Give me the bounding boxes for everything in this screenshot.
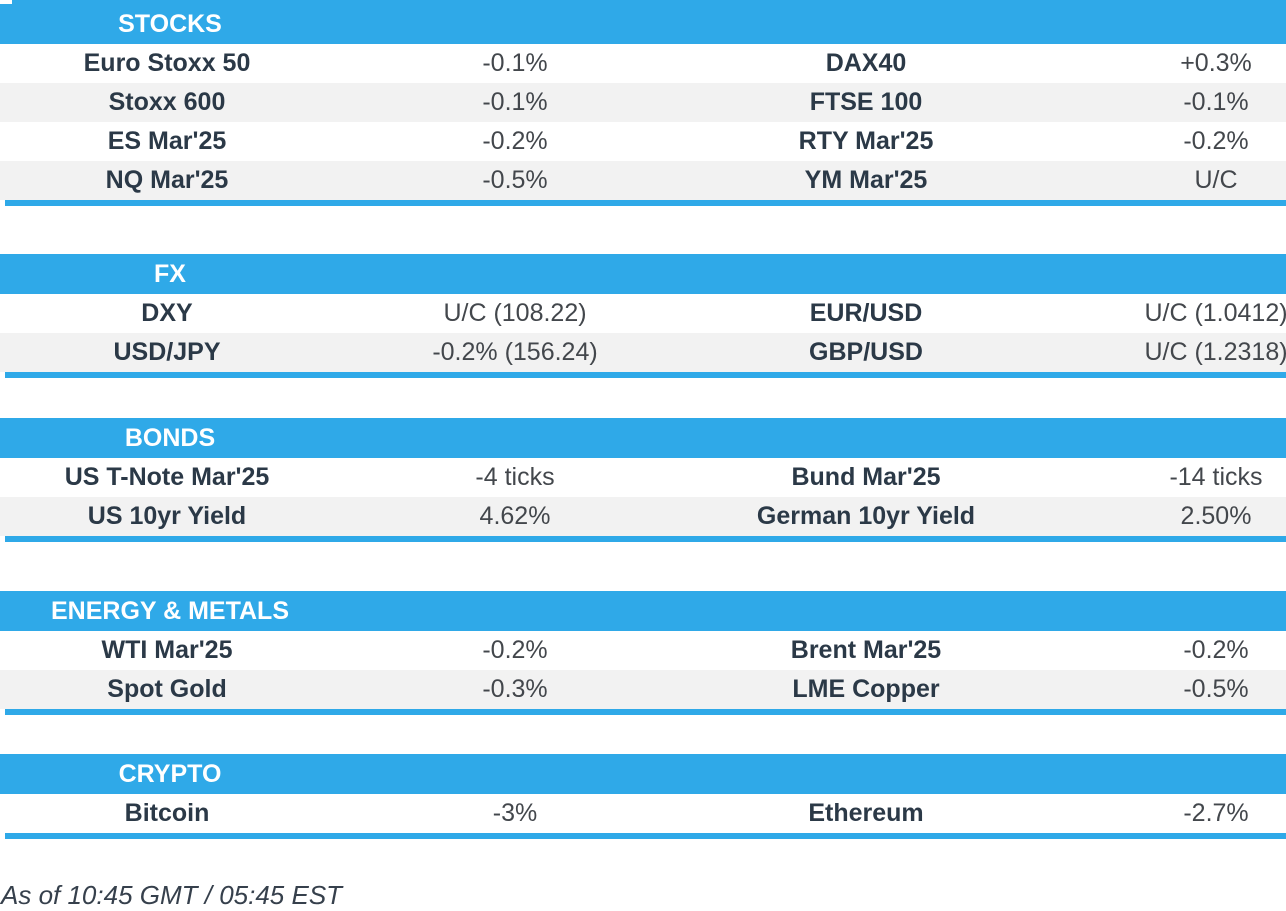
section-title: STOCKS <box>118 10 222 38</box>
section-header-bonds: BONDS <box>0 418 1286 458</box>
instrument-label: RTY Mar'25 <box>798 127 934 155</box>
instrument-value: -0.5% <box>482 166 548 194</box>
instrument-value: -0.3% <box>482 675 548 703</box>
crypto-table: CRYPTO Bitcoin -3% Ethereum -2.7% <box>0 754 1286 839</box>
table-bottom-border <box>5 709 1286 715</box>
instrument-value: +0.3% <box>1180 49 1252 77</box>
instrument-label: ES Mar'25 <box>107 127 227 155</box>
section-header-energy-metals: ENERGY & METALS <box>0 591 1286 631</box>
instrument-label: Spot Gold <box>107 675 227 703</box>
instrument-value: U/C <box>1194 166 1238 194</box>
instrument-value: 4.62% <box>479 502 551 530</box>
instrument-label: Brent Mar'25 <box>790 636 942 664</box>
table-row: Spot Gold -0.3% LME Copper -0.5% <box>0 670 1286 709</box>
as-of-timestamp: As of 10:45 GMT / 05:45 EST <box>1 880 343 910</box>
table-row: DXY U/C (108.22) EUR/USD U/C (1.0412) <box>0 294 1286 333</box>
bonds-table: BONDS US T-Note Mar'25 -4 ticks Bund Mar… <box>0 418 1286 542</box>
section-header-fx: FX <box>0 254 1286 294</box>
instrument-value: -0.2% <box>1183 127 1249 155</box>
instrument-label: WTI Mar'25 <box>101 636 233 664</box>
instrument-value: U/C (1.0412) <box>1144 299 1286 327</box>
section-header-stocks: STOCKS <box>0 4 1286 44</box>
instrument-value: -0.5% <box>1183 675 1249 703</box>
instrument-value: 2.50% <box>1180 502 1252 530</box>
table-row: Stoxx 600 -0.1% FTSE 100 -0.1% <box>0 83 1286 122</box>
instrument-label: DXY <box>141 299 193 327</box>
instrument-value: U/C (108.22) <box>443 299 587 327</box>
fx-table: FX DXY U/C (108.22) EUR/USD U/C (1.0412)… <box>0 254 1286 378</box>
instrument-value: -0.2% <box>482 127 548 155</box>
instrument-label: US 10yr Yield <box>87 502 247 530</box>
section-title: BONDS <box>124 424 216 452</box>
section-title: ENERGY & METALS <box>51 597 289 625</box>
instrument-value: -2.7% <box>1183 799 1249 827</box>
instrument-value: -3% <box>492 799 538 827</box>
instrument-value: -4 ticks <box>475 463 555 491</box>
instrument-value: -0.2% (156.24) <box>432 338 598 366</box>
instrument-label: DAX40 <box>825 49 907 77</box>
instrument-label: NQ Mar'25 <box>105 166 229 194</box>
table-row: Bitcoin -3% Ethereum -2.7% <box>0 794 1286 833</box>
instrument-label: Ethereum <box>808 799 924 827</box>
instrument-label: EUR/USD <box>809 299 923 327</box>
instrument-value: -0.1% <box>1183 88 1249 116</box>
instrument-label: LME Copper <box>792 675 940 703</box>
section-title: FX <box>154 260 186 288</box>
table-bottom-border <box>5 372 1286 378</box>
section-header-crypto: CRYPTO <box>0 754 1286 794</box>
instrument-label: Euro Stoxx 50 <box>83 49 251 77</box>
instrument-value: U/C (1.2318) <box>1144 338 1286 366</box>
instrument-label: Bitcoin <box>124 799 210 827</box>
instrument-value: -0.2% <box>482 636 548 664</box>
instrument-label: US T-Note Mar'25 <box>64 463 270 491</box>
instrument-label: German 10yr Yield <box>756 502 976 530</box>
table-bottom-border <box>5 200 1286 206</box>
instrument-label: YM Mar'25 <box>804 166 928 194</box>
table-row: NQ Mar'25 -0.5% YM Mar'25 U/C <box>0 161 1286 200</box>
instrument-value: -0.1% <box>482 49 548 77</box>
table-row: USD/JPY -0.2% (156.24) GBP/USD U/C (1.23… <box>0 333 1286 372</box>
table-bottom-border <box>5 536 1286 542</box>
table-row: ES Mar'25 -0.2% RTY Mar'25 -0.2% <box>0 122 1286 161</box>
instrument-value: -0.2% <box>1183 636 1249 664</box>
instrument-value: -14 ticks <box>1169 463 1263 491</box>
instrument-value: -0.1% <box>482 88 548 116</box>
instrument-label: Stoxx 600 <box>108 88 226 116</box>
table-row: US 10yr Yield 4.62% German 10yr Yield 2.… <box>0 497 1286 536</box>
instrument-label: GBP/USD <box>809 338 923 366</box>
table-row: US T-Note Mar'25 -4 ticks Bund Mar'25 -1… <box>0 458 1286 497</box>
instrument-label: FTSE 100 <box>809 88 923 116</box>
table-top-border <box>12 0 1286 4</box>
table-row: WTI Mar'25 -0.2% Brent Mar'25 -0.2% <box>0 631 1286 670</box>
table-row: Euro Stoxx 50 -0.1% DAX40 +0.3% <box>0 44 1286 83</box>
instrument-label: Bund Mar'25 <box>791 463 941 491</box>
stocks-table: STOCKS Euro Stoxx 50 -0.1% DAX40 +0.3% S… <box>0 0 1286 206</box>
section-title: CRYPTO <box>118 760 222 788</box>
instrument-label: USD/JPY <box>113 338 221 366</box>
energy-metals-table: ENERGY & METALS WTI Mar'25 -0.2% Brent M… <box>0 591 1286 715</box>
table-bottom-border <box>5 833 1286 839</box>
